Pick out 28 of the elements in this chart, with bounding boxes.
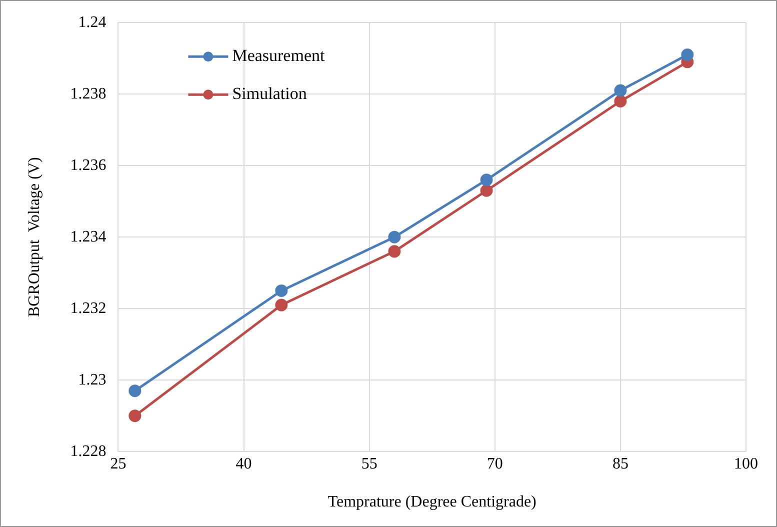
point (388, 230, 401, 244)
x-axis-title: Temprature (Degree Centigrade) (328, 494, 536, 511)
point (480, 174, 493, 186)
point (275, 284, 288, 297)
point (128, 384, 142, 398)
y-tick-label: 1.238 (70, 85, 106, 102)
y-tick-label: 1.24 (78, 14, 106, 31)
point (614, 84, 627, 97)
legend-label: Measurement (232, 46, 325, 66)
x-tick-label: 70 (486, 455, 503, 472)
legend-label: Simulation (232, 84, 308, 104)
y-tick-label: 1.232 (70, 300, 106, 317)
x-tick-label: 85 (612, 455, 628, 472)
x-tick-label: 25 (110, 455, 126, 472)
point (128, 410, 142, 422)
point (388, 245, 401, 258)
point (614, 95, 627, 108)
y-tick-label: 1.228 (70, 442, 106, 460)
point (681, 48, 694, 62)
point (480, 184, 493, 197)
x-tick-label: 40 (236, 455, 252, 472)
y-tick-label: 1.234 (70, 228, 106, 246)
x-tick-label: 100 (734, 455, 758, 472)
y-axis-title: BGROutput Voltage (V) (26, 157, 43, 318)
point (275, 298, 288, 312)
x-tick-label: 55 (361, 455, 378, 472)
y-tick-label: 1.23 (78, 371, 106, 388)
y-tick-label: 1.236 (70, 156, 106, 174)
